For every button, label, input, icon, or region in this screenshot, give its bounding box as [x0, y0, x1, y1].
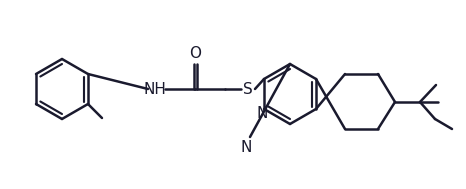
Text: S: S [243, 81, 253, 97]
Text: O: O [189, 46, 201, 61]
Text: NH: NH [144, 81, 166, 97]
Text: N: N [240, 139, 252, 154]
Text: N: N [256, 105, 267, 121]
